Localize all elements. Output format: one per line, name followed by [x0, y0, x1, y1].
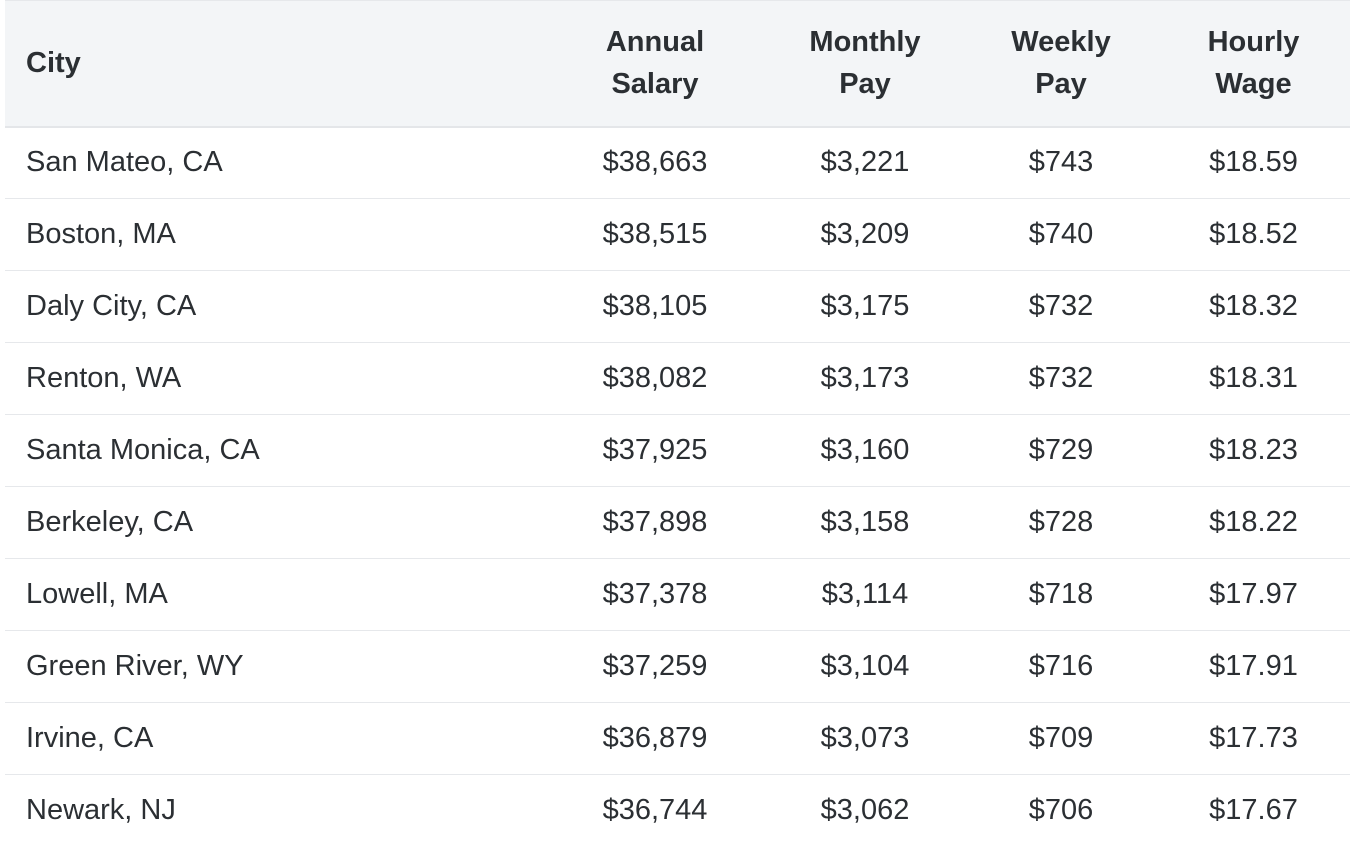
- cell-annual-salary: $38,082: [545, 342, 765, 415]
- cell-monthly-pay: $3,062: [820, 794, 910, 827]
- table-row: Boston, MA $38,515 $3,209 $740 $18.52: [5, 198, 1350, 271]
- table-body: San Mateo, CA $38,663 $3,221 $743 $18.59…: [5, 126, 1350, 847]
- cell-monthly-pay: $3,175: [765, 270, 965, 343]
- cell-monthly-pay: $3,160: [765, 414, 965, 487]
- cell-monthly-pay: $3,073: [765, 702, 965, 775]
- table-header: City Annual Salary Monthly Pay Weekly Pay H…: [5, 0, 1350, 128]
- cell-annual-salary: $38,663: [545, 126, 765, 199]
- header-monthly-line1: Monthly: [809, 26, 921, 59]
- table-row: Irvine, CA $36,879 $3,073 $709 $17.73: [5, 702, 1350, 775]
- table-row: Lowell, MA $37,378 $3,114 $718 $17.97: [5, 558, 1350, 631]
- table-row: Renton, WA $38,082 $3,173 $732 $18.31: [5, 342, 1350, 415]
- header-monthly-line2: Pay: [839, 68, 891, 101]
- cell-annual-salary: $36,879: [545, 702, 765, 775]
- cell-city: Santa Monica, CA: [5, 414, 545, 487]
- header-annual-line1: Annual: [605, 26, 705, 59]
- cell-city: Newark, NJ: [26, 794, 176, 827]
- header-hourly-line1: Hourly: [1207, 26, 1300, 59]
- table-row: Green River, WY $37,259 $3,104 $716 $17.…: [5, 630, 1350, 703]
- header-weekly-line2: Pay: [1035, 68, 1087, 101]
- cell-monthly-pay: $3,114: [765, 558, 965, 631]
- header-hourly-wage: Hourly Wage: [1157, 0, 1350, 128]
- cell-hourly-wage: $18.52: [1157, 198, 1350, 271]
- cell-weekly-pay: $729: [965, 414, 1157, 487]
- cell-monthly-pay: $3,209: [765, 198, 965, 271]
- cell-monthly-pay: $3,173: [765, 342, 965, 415]
- header-annual-line2: Salary: [611, 68, 699, 101]
- cell-annual-salary: $36,744: [602, 794, 708, 827]
- header-city: City: [5, 0, 545, 128]
- cell-monthly-pay: $3,158: [765, 486, 965, 559]
- cell-city: Boston, MA: [5, 198, 545, 271]
- header-annual-salary: Annual Salary: [545, 0, 765, 128]
- cell-hourly-wage: $18.22: [1157, 486, 1350, 559]
- cell-city: Renton, WA: [5, 342, 545, 415]
- cell-hourly-wage: $18.32: [1157, 270, 1350, 343]
- cell-weekly-pay: $740: [965, 198, 1157, 271]
- cell-monthly-pay: $3,104: [765, 630, 965, 703]
- cell-city: San Mateo, CA: [5, 126, 545, 199]
- table-row: San Mateo, CA $38,663 $3,221 $743 $18.59: [5, 126, 1350, 199]
- cell-weekly-pay: $716: [965, 630, 1157, 703]
- header-monthly-pay: Monthly Pay: [765, 0, 965, 128]
- cell-hourly-wage: $18.31: [1157, 342, 1350, 415]
- cell-hourly-wage: $17.73: [1157, 702, 1350, 775]
- header-weekly-line1: Weekly: [1011, 26, 1111, 59]
- salary-table-container: City Annual Salary Monthly Pay Weekly Pay H…: [5, 0, 1350, 847]
- header-hourly-line2: Wage: [1215, 68, 1292, 101]
- cell-city: Green River, WY: [5, 630, 545, 703]
- cell-annual-salary: $38,515: [545, 198, 765, 271]
- cell-city: Irvine, CA: [5, 702, 545, 775]
- cell-city: Daly City, CA: [5, 270, 545, 343]
- cell-hourly-wage: $17.97: [1157, 558, 1350, 631]
- cell-weekly-pay: $706: [1028, 794, 1094, 827]
- cell-weekly-pay: $743: [965, 126, 1157, 199]
- table-row: Newark, NJ $36,744 $3,062 $706 $17.67: [5, 775, 1350, 847]
- header-row: City Annual Salary Monthly Pay Weekly Pay H…: [5, 0, 1350, 128]
- cell-annual-salary: $38,105: [545, 270, 765, 343]
- cell-hourly-wage: $17.67: [1209, 794, 1298, 827]
- table-row: Daly City, CA $38,105 $3,175 $732 $18.32: [5, 270, 1350, 343]
- table-row: Santa Monica, CA $37,925 $3,160 $729 $18…: [5, 414, 1350, 487]
- table-row: Berkeley, CA $37,898 $3,158 $728 $18.22: [5, 486, 1350, 559]
- cell-hourly-wage: $18.59: [1157, 126, 1350, 199]
- cell-hourly-wage: $17.91: [1157, 630, 1350, 703]
- cell-annual-salary: $37,925: [545, 414, 765, 487]
- cell-weekly-pay: $732: [965, 342, 1157, 415]
- cell-weekly-pay: $732: [965, 270, 1157, 343]
- cell-weekly-pay: $728: [965, 486, 1157, 559]
- cell-city: Lowell, MA: [5, 558, 545, 631]
- cell-annual-salary: $37,898: [545, 486, 765, 559]
- cell-weekly-pay: $709: [965, 702, 1157, 775]
- cell-annual-salary: $37,259: [545, 630, 765, 703]
- cell-hourly-wage: $18.23: [1157, 414, 1350, 487]
- header-weekly-pay: Weekly Pay: [965, 0, 1157, 128]
- cell-monthly-pay: $3,221: [765, 126, 965, 199]
- cell-city: Berkeley, CA: [5, 486, 545, 559]
- cell-annual-salary: $37,378: [545, 558, 765, 631]
- salary-table: City Annual Salary Monthly Pay Weekly Pay H…: [5, 0, 1350, 847]
- cell-weekly-pay: $718: [965, 558, 1157, 631]
